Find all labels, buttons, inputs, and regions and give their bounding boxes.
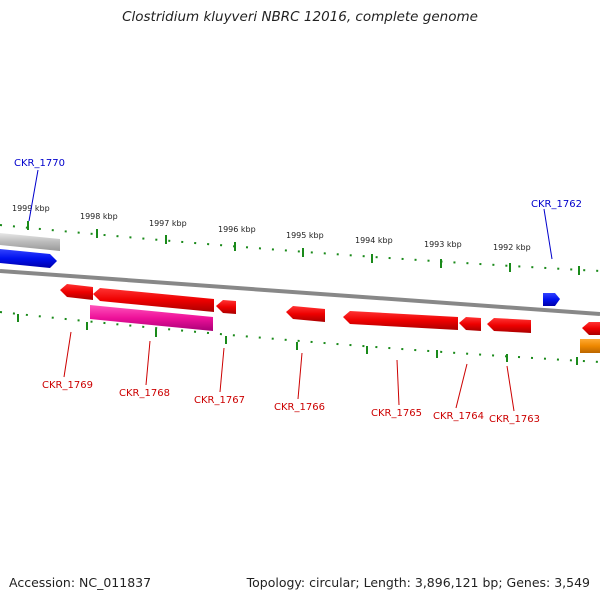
gene-leader-line bbox=[63, 331, 72, 378]
forward-strand bbox=[0, 233, 560, 306]
genome-backbone bbox=[0, 269, 600, 316]
gene-red-arrow[interactable] bbox=[582, 322, 600, 335]
gene-label-ckr-1769: CKR_1769 bbox=[42, 380, 93, 391]
outer-scale-ring bbox=[0, 221, 600, 275]
gene-leader-line bbox=[28, 169, 39, 222]
gene-label-ckr-1768: CKR_1768 bbox=[119, 388, 170, 399]
gene-label-ckr-1767: CKR_1767 bbox=[194, 395, 245, 406]
scale-labels: 1999 kbp 1998 kbp 1997 kbp 1996 kbp 1995… bbox=[12, 204, 531, 252]
gene-label-ckr-1766: CKR_1766 bbox=[274, 402, 325, 413]
gene-label-ckr-1763: CKR_1763 bbox=[489, 414, 540, 425]
gene-leader-line bbox=[455, 363, 468, 409]
gene-label-ckr-1764: CKR_1764 bbox=[433, 411, 484, 422]
gene-blue-arrow[interactable] bbox=[0, 249, 57, 268]
reverse-gene-labels: CKR_1769 CKR_1768 CKR_1767 CKR_1766 CKR_… bbox=[42, 331, 540, 425]
gene-leader-line bbox=[396, 359, 400, 406]
map-title: Clostridium kluyveri NBRC 12016, complet… bbox=[122, 9, 478, 25]
gene-leader-line bbox=[543, 208, 553, 260]
gene-label-ckr-1765: CKR_1765 bbox=[371, 408, 422, 419]
gene-leader-line bbox=[219, 347, 225, 393]
gene-red-arrow[interactable] bbox=[459, 317, 481, 331]
gene-label-ckr-1770: CKR_1770 bbox=[14, 158, 65, 169]
gene-red-arrow[interactable] bbox=[343, 311, 458, 330]
scale-label: 1996 kbp bbox=[218, 225, 256, 234]
scale-label: 1997 kbp bbox=[149, 219, 187, 228]
gene-red-arrow[interactable] bbox=[487, 318, 531, 333]
gene-red-arrow[interactable] bbox=[93, 288, 214, 312]
gene-red-arrow[interactable] bbox=[286, 306, 325, 322]
gene-leader-line bbox=[145, 340, 151, 386]
scale-label: 1993 kbp bbox=[424, 240, 462, 249]
forward-gene-labels: CKR_1770 CKR_1762 bbox=[14, 158, 582, 260]
scale-label: 1998 kbp bbox=[80, 212, 118, 221]
gene-blue-arrow[interactable] bbox=[543, 293, 560, 306]
scale-label: 1995 kbp bbox=[286, 231, 324, 240]
gene-orange-bar[interactable] bbox=[580, 339, 600, 353]
accession-text: Accession: NC_011837 bbox=[9, 575, 152, 590]
gene-gray-arrow bbox=[0, 233, 60, 251]
gene-leader-line bbox=[506, 365, 515, 412]
gene-red-arrow[interactable] bbox=[216, 300, 236, 314]
gene-pink-bar[interactable] bbox=[90, 305, 213, 331]
gene-label-ckr-1762: CKR_1762 bbox=[531, 199, 582, 210]
gene-red-arrow[interactable] bbox=[60, 284, 93, 300]
scale-label: 1994 kbp bbox=[355, 236, 393, 245]
gene-leader-line bbox=[297, 352, 303, 400]
genome-info-text: Topology: circular; Length: 3,896,121 bp… bbox=[246, 575, 590, 590]
scale-label: 1992 kbp bbox=[493, 243, 531, 252]
reverse-strand bbox=[60, 284, 600, 353]
inner-scale-ring bbox=[0, 311, 600, 365]
